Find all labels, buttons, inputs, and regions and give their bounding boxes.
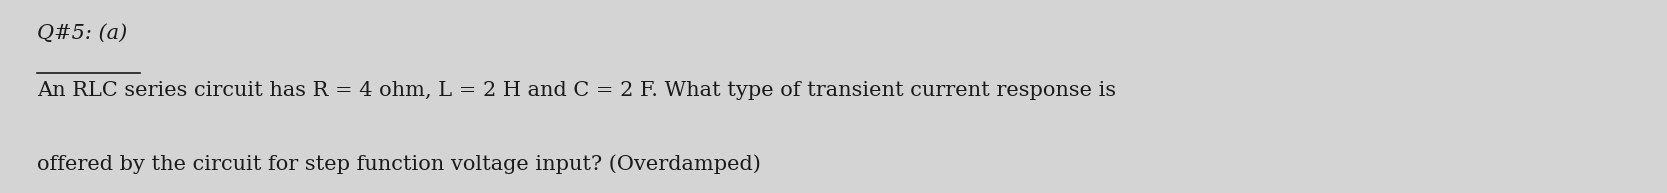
Text: An RLC series circuit has R = 4 ohm, L = 2 H and C = 2 F. What type of transient: An RLC series circuit has R = 4 ohm, L =… xyxy=(37,81,1115,100)
Text: Q#5: (a): Q#5: (a) xyxy=(37,24,127,42)
Text: offered by the circuit for step function voltage input? (Overdamped): offered by the circuit for step function… xyxy=(37,154,760,174)
